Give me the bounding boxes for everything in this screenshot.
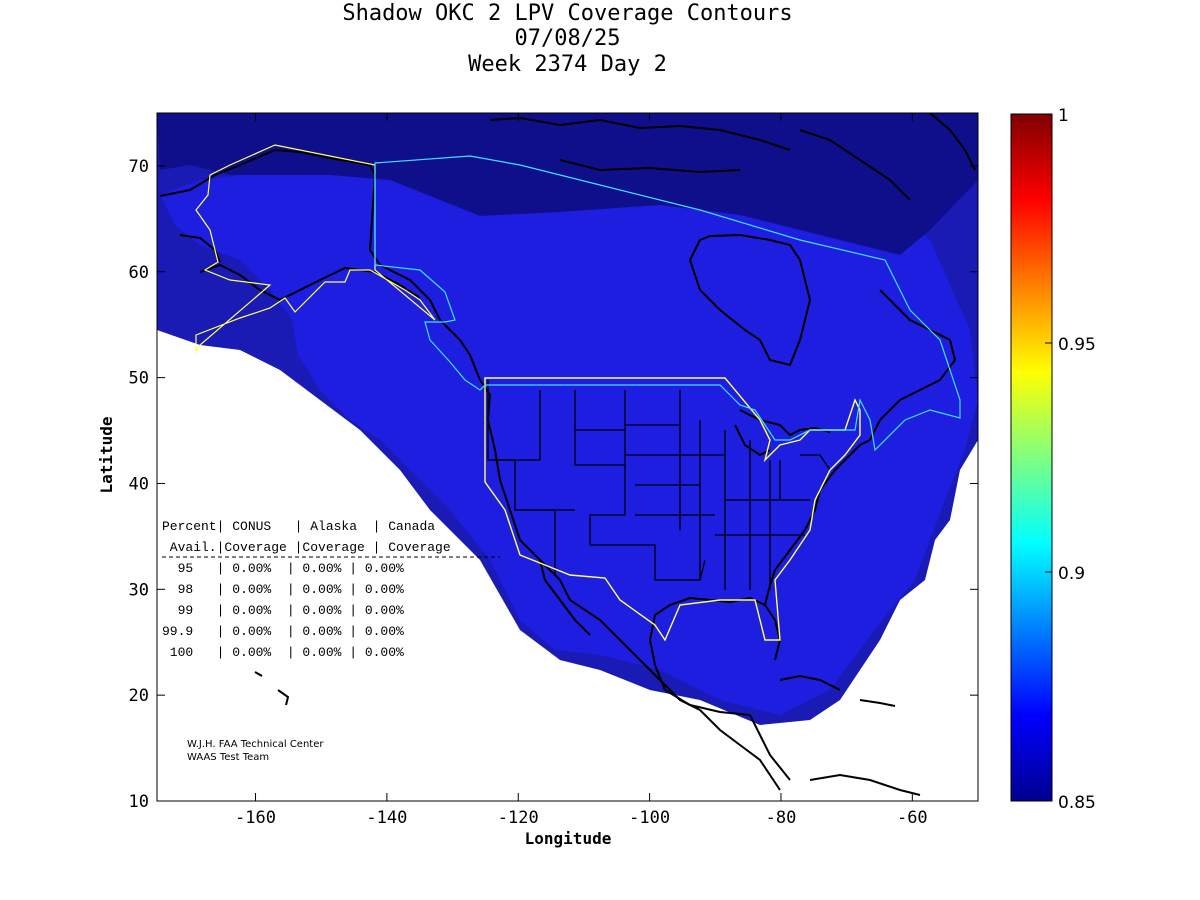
x-tick-label: -140 <box>366 808 407 828</box>
table-row: 95 | 0.00% | 0.00% | 0.00% <box>162 561 404 576</box>
y-tick-label: 10 <box>129 792 149 812</box>
map-title-week: Week 2374 Day 2 <box>468 52 667 77</box>
x-tick-label: -60 <box>897 808 928 828</box>
colorbar-ticks: 0.85 0.9 0.95 1 <box>1045 106 1096 813</box>
y-tick-label: 50 <box>129 369 149 389</box>
colorbar-tick-label: 0.9 <box>1058 564 1085 584</box>
y-tick-label: 70 <box>129 157 149 177</box>
table-row: 99.9 | 0.00% | 0.00% | 0.00% <box>162 624 404 639</box>
y-axis-label: Latitude <box>97 416 116 493</box>
map-title-date: 07/08/25 <box>514 26 621 51</box>
coverage-far-north <box>157 113 978 255</box>
service-volume-alaska <box>195 144 436 355</box>
coverage-layer <box>157 113 978 796</box>
table-row: 98 | 0.00% | 0.00% | 0.00% <box>162 582 404 597</box>
colorbar <box>1010 113 1053 802</box>
table-row: 100 | 0.00% | 0.00% | 0.00% <box>162 645 404 660</box>
service-volume-conus <box>484 377 861 642</box>
y-tick-label: 40 <box>129 474 149 494</box>
y-tick-label: 20 <box>129 686 149 706</box>
colorbar-tick-label: 1 <box>1058 106 1069 126</box>
colorbar-tick-label: 0.95 <box>1058 335 1096 355</box>
x-tick-label: -120 <box>498 808 539 828</box>
colorbar-tick-label: 0.85 <box>1058 793 1096 813</box>
state-borders <box>487 380 831 590</box>
x-tick-label: -80 <box>766 808 797 828</box>
y-tick-label: 60 <box>129 263 149 283</box>
credit-line-2: WAAS Test Team <box>187 752 269 763</box>
table-header-1: Percent| CONUS | Alaska | Canada <box>162 519 435 534</box>
plot-frame <box>156 112 979 802</box>
table-row: 99 | 0.00% | 0.00% | 0.00% <box>162 603 404 618</box>
map-title-line1: Shadow OKC 2 LPV Coverage Contours <box>342 1 793 26</box>
credit-line-1: W.J.H. FAA Technical Center <box>187 739 324 750</box>
x-axis-label: Longitude <box>525 829 612 848</box>
service-volume-canada <box>374 155 961 452</box>
table-header-2: Avail.|Coverage |Coverage | Coverage <box>162 540 451 555</box>
y-tick-label: 30 <box>129 580 149 600</box>
axis-ticks: -160 -140 -120 -100 -80 -60 10 20 30 40 50 60 70 <box>129 113 978 828</box>
x-tick-label: -100 <box>629 808 670 828</box>
x-tick-label: -160 <box>235 808 276 828</box>
coverage-inner-region <box>160 130 978 715</box>
coverage-table: Percent| CONUS | Alaska | Canada Avail.|… <box>162 519 500 660</box>
